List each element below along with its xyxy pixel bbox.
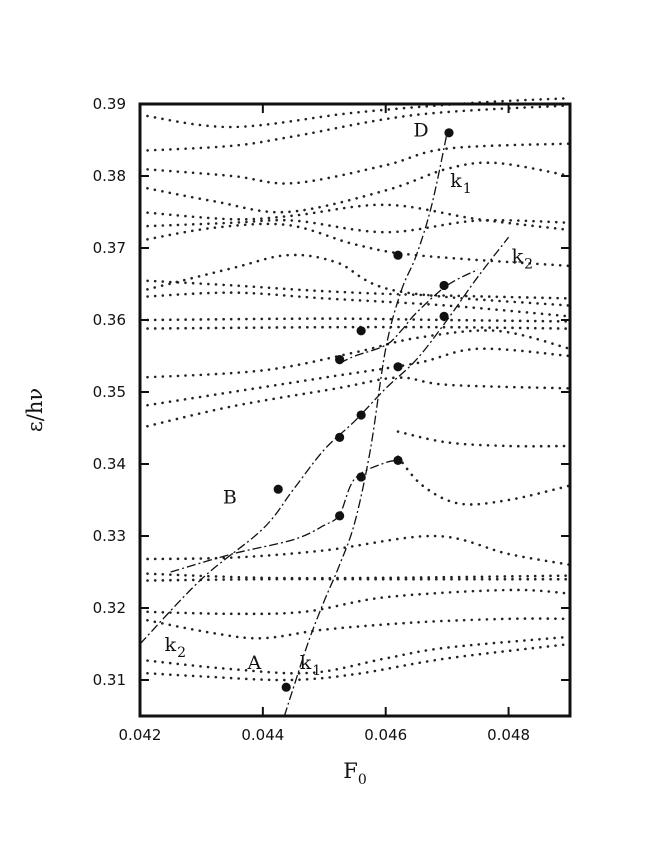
annotation-1: k1 (450, 170, 471, 197)
y-tick-label: 0.36 (93, 311, 126, 329)
data-marker-13 (444, 128, 454, 138)
data-marker-7 (393, 362, 403, 372)
y-tick-label: 0.34 (93, 455, 126, 473)
dotted-level-13 (138, 347, 572, 408)
data-marker-12 (439, 311, 449, 321)
dotted-level-3 (138, 161, 572, 214)
x-tick-label: 0.048 (487, 726, 530, 744)
axis-ticks: 0.042 0.044 0.046 0.048 0.31 0.32 0.33 0.34 0.35… (93, 95, 570, 744)
x-axis-label: F0 (343, 759, 367, 788)
data-marker-8 (335, 355, 345, 365)
data-marker-1 (335, 511, 345, 521)
dotted-level-1 (138, 104, 572, 153)
data-marker-11 (439, 280, 449, 291)
dotted-levels (138, 96, 572, 682)
series-curve-0 (283, 132, 448, 717)
y-tick-label: 0.38 (93, 167, 126, 185)
data-marker-10 (393, 250, 403, 260)
y-tick-label: 0.39 (93, 95, 126, 113)
dotted-level-15 (396, 430, 572, 448)
dotted-level-20 (138, 588, 572, 616)
x-tick-label: 0.044 (241, 726, 284, 744)
annotation-6: k1 (300, 652, 321, 679)
series-curve-1 (139, 236, 510, 645)
data-marker-5 (335, 432, 345, 442)
series-curves (139, 132, 510, 717)
series-curve-2 (170, 459, 402, 573)
dotted-level-4 (138, 203, 572, 232)
y-tick-label: 0.32 (93, 599, 126, 617)
dotted-level-22 (138, 635, 572, 675)
data-markers (273, 128, 454, 692)
dotted-level-17 (138, 534, 572, 567)
data-marker-3 (393, 455, 403, 465)
data-marker-9 (356, 326, 366, 336)
plot-frame (138, 102, 572, 718)
dotted-level-11 (138, 325, 572, 330)
dotted-level-10 (138, 317, 572, 323)
y-axis-label: ε/hν (23, 388, 47, 432)
data-marker-6 (356, 410, 366, 420)
y-tick-label: 0.37 (93, 239, 126, 257)
x-axis-label-subscript: 0 (358, 772, 367, 788)
dotted-level-7 (138, 253, 572, 307)
dotted-level-12 (138, 329, 572, 379)
dotted-level-16 (396, 455, 572, 506)
dotted-level-21 (138, 617, 572, 640)
dotted-level-19 (138, 577, 572, 582)
annotation-4: k2 (165, 634, 186, 661)
annotation-3: B (223, 487, 237, 509)
y-tick-label: 0.31 (93, 671, 126, 689)
y-tick-label: 0.33 (93, 527, 126, 545)
annotation-5: A (247, 652, 262, 674)
annotation-2: k2 (512, 245, 533, 272)
dotted-level-14 (138, 376, 572, 430)
y-tick-label: 0.35 (93, 383, 126, 401)
annotation-0: D (413, 119, 428, 141)
dotted-level-8 (138, 279, 572, 300)
data-marker-4 (273, 484, 283, 494)
dotted-level-9 (138, 291, 572, 318)
dotted-level-23 (138, 642, 572, 682)
data-marker-2 (356, 472, 366, 482)
dotted-level-2 (138, 142, 572, 185)
dotted-level-6 (138, 222, 572, 268)
data-marker-0 (281, 682, 291, 692)
x-tick-label: 0.042 (119, 726, 162, 744)
x-tick-label: 0.046 (364, 726, 407, 744)
dotted-level-0 (138, 96, 572, 129)
dotted-level-5 (138, 218, 572, 234)
series-curve-3 (339, 269, 479, 364)
